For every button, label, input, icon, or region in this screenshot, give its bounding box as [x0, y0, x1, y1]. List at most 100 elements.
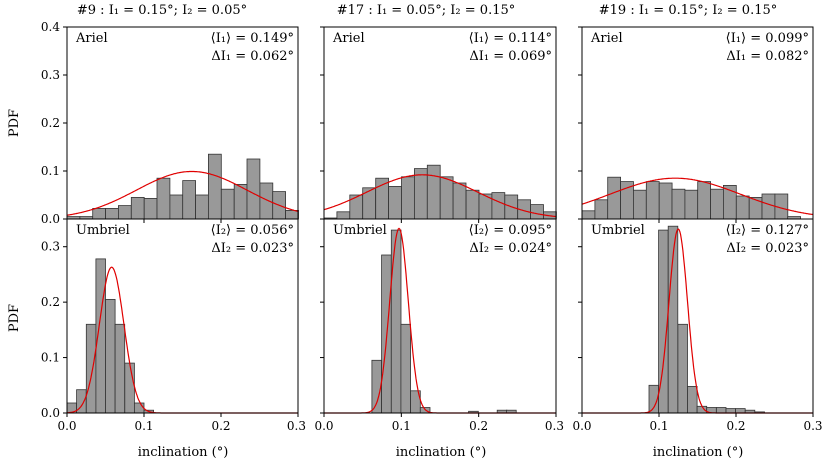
histogram-bar: [92, 207, 106, 220]
moon-label: Ariel: [75, 31, 108, 46]
histogram-bar: [491, 192, 506, 220]
inclination-spread-label: ΔI₁ = 0.062°: [211, 49, 294, 64]
plot-frame: [581, 218, 814, 414]
histogram-bar: [285, 209, 299, 220]
histogram-bar: [761, 193, 776, 220]
inclination-spread-label: ΔI₂ = 0.023°: [726, 241, 809, 256]
x-tick-label: 0.1: [134, 419, 153, 433]
y-tick-label: 0.3: [41, 68, 60, 82]
histogram-bar: [169, 194, 184, 220]
y-axis-label-top: PDF: [7, 109, 22, 137]
histogram-bar: [390, 229, 402, 414]
histogram-bar: [114, 323, 126, 414]
histogram-bar: [725, 408, 737, 414]
x-tick-label: 0.1: [392, 419, 411, 433]
histogram-bar: [388, 185, 402, 220]
panel-umbriel-1: 0.0 0.1 0.2 0.3 0.0 0.1 0.2 0.3 Umbriel ⟨I₂⟩ = 0.…: [41, 218, 306, 433]
x-tick-label: 0.2: [469, 419, 488, 433]
mean-inclination-label: ⟨I₂⟩ = 0.127°: [726, 223, 809, 238]
histogram-bar: [105, 298, 116, 414]
histogram-bar: [710, 188, 724, 220]
y-tick-label: 0.4: [41, 20, 60, 34]
histogram-bar: [607, 176, 622, 220]
mean-inclination-label: ⟨I₂⟩ = 0.056°: [211, 223, 294, 238]
x-axis-label-3: inclination (°): [653, 445, 744, 460]
histogram-bar: [118, 205, 132, 220]
gaussian-fit-line: [581, 177, 814, 216]
x-tick-label: 0.0: [314, 419, 333, 433]
histogram-bar: [124, 362, 135, 414]
y-tick-label: 0.1: [41, 164, 60, 178]
y-axis-label-bottom: PDF: [7, 304, 22, 332]
histogram-bar: [413, 168, 428, 220]
gaussian-fit-line: [324, 227, 556, 414]
moon-label: Umbriel: [591, 223, 645, 238]
x-tick-label: 0.1: [649, 419, 668, 433]
histogram-bar: [697, 181, 712, 220]
histogram-bar: [735, 195, 750, 220]
y-tick-label: 0.0: [41, 406, 60, 420]
histogram-bar: [687, 385, 698, 414]
moon-label: Ariel: [332, 31, 365, 46]
histogram-bar: [452, 182, 467, 220]
x-tick-label: 0.3: [803, 419, 822, 433]
histogram-bar: [105, 207, 119, 220]
histogram-bar: [696, 405, 708, 414]
histogram-bar: [530, 204, 544, 220]
inclination-spread-label: ΔI₂ = 0.023°: [211, 241, 294, 256]
histogram-bar: [658, 182, 673, 220]
histogram-bar: [426, 164, 441, 220]
mean-inclination-label: ⟨I₁⟩ = 0.114°: [469, 31, 552, 46]
histogram-bar: [156, 177, 171, 220]
moon-label: Umbriel: [76, 223, 130, 238]
y-tick-label: 0.2: [41, 116, 60, 130]
plot-frame: [323, 218, 557, 414]
histogram-bar: [220, 188, 235, 220]
y-tick-label: 0.2: [41, 295, 60, 309]
mean-inclination-label: ⟨I₂⟩ = 0.095°: [469, 223, 552, 238]
histogram-bar: [400, 323, 411, 414]
inclination-spread-label: ΔI₁ = 0.069°: [469, 49, 552, 64]
histogram-bar: [748, 196, 763, 220]
column-title-1: #9 : I₁ = 0.15°; I₂ = 0.05°: [77, 3, 247, 18]
x-tick-label: 0.3: [287, 419, 306, 433]
histogram-bar: [362, 187, 377, 220]
y-tick-label: 0.3: [41, 240, 60, 254]
column-title-2: #17 : I₁ = 0.05°; I₂ = 0.15°: [337, 3, 516, 18]
histogram-bar: [671, 188, 686, 220]
panel-ariel-3: Ariel ⟨I₁⟩ = 0.099° ΔI₁ = 0.082°: [578, 26, 814, 223]
histogram-bar: [143, 197, 158, 220]
histogram-bar: [684, 189, 699, 220]
plot-frame: [66, 218, 299, 414]
histogram-bar: [207, 153, 222, 220]
histogram-bar: [133, 402, 145, 414]
moon-label: Ariel: [590, 31, 623, 46]
x-axis-label-1: inclination (°): [138, 445, 229, 460]
x-tick-label: 0.2: [211, 419, 230, 433]
histogram-bar: [246, 158, 261, 220]
histogram-bar: [677, 323, 688, 414]
histogram-bar: [195, 194, 209, 220]
histogram-bar: [633, 189, 647, 220]
histogram-bar: [594, 199, 609, 220]
mean-inclination-label: ⟨I₁⟩ = 0.149°: [211, 31, 294, 46]
gaussian-fit-line: [323, 174, 556, 218]
mean-inclination-label: ⟨I₁⟩ = 0.099°: [726, 31, 809, 46]
histogram-bar: [401, 176, 415, 220]
histogram-bar: [439, 176, 454, 220]
inclination-spread-label: ΔI₁ = 0.082°: [726, 49, 809, 64]
panel-umbriel-2: 0.0 0.1 0.2 0.3 Umbriel ⟨I₂⟩ = 0.095° ΔI₂ = 0.…: [314, 218, 564, 433]
x-tick-label: 0.3: [545, 419, 564, 433]
x-axis-label-2: inclination (°): [396, 445, 487, 460]
y-tick-label: 0.0: [41, 212, 60, 226]
moon-label: Umbriel: [333, 223, 387, 238]
x-tick-label: 0.0: [57, 419, 76, 433]
column-title-3: #19 : I₁ = 0.15°; I₂ = 0.15°: [599, 3, 778, 18]
x-tick-label: 0.2: [726, 419, 745, 433]
y-tick-label: 0.1: [41, 351, 60, 365]
histogram-bar: [85, 323, 97, 414]
histogram-bar: [716, 407, 727, 414]
gaussian-fit-line: [66, 170, 299, 216]
panel-ariel-1: 0.0 0.1 0.2 0.3 0.4 Ariel ⟨I₁⟩ = 0.149° ΔI₁ = 0…: [41, 20, 299, 226]
